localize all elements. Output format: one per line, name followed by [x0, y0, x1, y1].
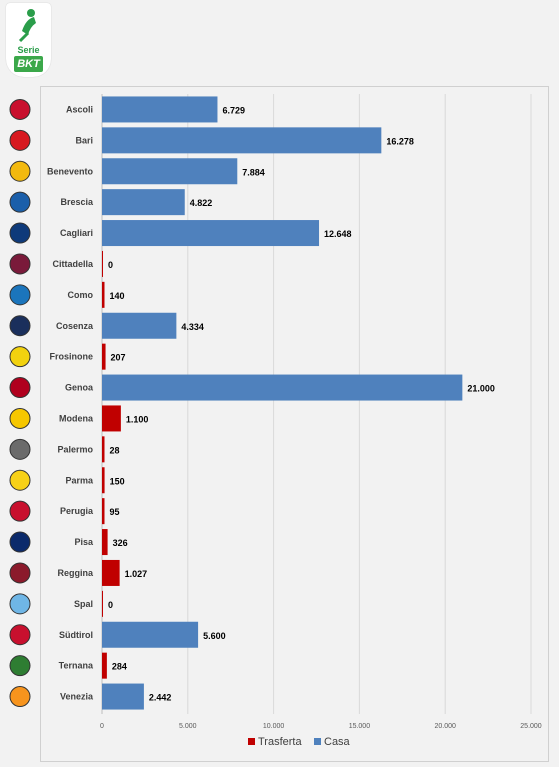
bar-trasferta [102, 467, 105, 494]
team-crest-icon [9, 160, 31, 182]
team-crest-icon [9, 593, 31, 615]
team-crest-icon [9, 469, 31, 491]
category-label: Südtirol [59, 630, 93, 640]
serie-bkt-logo: Serie BKT [6, 3, 51, 77]
category-label: Palermo [57, 444, 93, 454]
category-label: Spal [74, 599, 93, 609]
data-label: 2.442 [149, 693, 172, 703]
bar-casa [102, 312, 177, 339]
team-crest-icon [9, 346, 31, 368]
bar-trasferta [102, 498, 105, 525]
data-label: 326 [113, 538, 128, 548]
x-tick-label: 25.000 [520, 723, 542, 730]
team-crest-icon [9, 284, 31, 306]
bar-casa [102, 189, 185, 216]
data-label: 150 [110, 476, 125, 486]
team-crest-icon [9, 191, 31, 213]
bar-trasferta [102, 405, 121, 432]
data-label: 4.334 [181, 322, 204, 332]
team-crest-icon [9, 407, 31, 429]
x-tick-label: 5.000 [179, 723, 197, 730]
team-crest-icon [9, 377, 31, 399]
bar-trasferta [102, 652, 107, 679]
team-crest-icon [9, 655, 31, 677]
bar-casa [102, 374, 463, 401]
team-crest-icon [9, 686, 31, 708]
team-crest-icon [9, 129, 31, 151]
team-crest-icon [9, 624, 31, 646]
category-label: Cosenza [56, 321, 94, 331]
data-label: 5.600 [203, 631, 226, 641]
team-crest-icon [9, 562, 31, 584]
category-label: Reggina [57, 568, 93, 578]
category-label: Como [68, 290, 94, 300]
legend-label-casa: Casa [324, 736, 351, 748]
bar-casa [102, 683, 144, 710]
logo-serie-text: Serie [17, 45, 40, 55]
data-label: 28 [110, 445, 120, 455]
x-tick-label: 10.000 [263, 723, 285, 730]
team-crest-icon [9, 438, 31, 460]
legend-swatch-trasferta [248, 738, 255, 745]
data-label: 7.884 [242, 167, 265, 177]
category-label: Parma [65, 475, 94, 485]
bar-casa [102, 158, 238, 185]
data-label: 0 [108, 260, 113, 270]
bar-trasferta [102, 250, 103, 277]
category-label: Venezia [60, 692, 94, 702]
bar-casa [102, 621, 199, 648]
bar-casa [102, 220, 320, 247]
bar-trasferta [102, 559, 120, 586]
category-label: Frosinone [49, 352, 93, 362]
team-crest-icon [9, 98, 31, 120]
team-crest-icon [9, 222, 31, 244]
data-label: 95 [110, 507, 120, 517]
data-label: 4.822 [190, 198, 213, 208]
category-label: Pisa [74, 537, 94, 547]
bar-trasferta [102, 436, 105, 463]
category-label: Cittadella [52, 259, 94, 269]
category-label: Ternana [59, 661, 94, 671]
data-label: 207 [111, 353, 126, 363]
category-label: Brescia [60, 197, 94, 207]
legend-swatch-casa [314, 738, 321, 745]
bar-trasferta [102, 529, 108, 556]
category-label: Modena [59, 413, 94, 423]
bar-trasferta [102, 590, 103, 617]
bar-trasferta [102, 281, 105, 308]
x-tick-label: 0 [100, 723, 104, 730]
data-label: 0 [108, 600, 113, 610]
data-label: 1.100 [126, 414, 149, 424]
bar-casa [102, 96, 218, 123]
data-label: 16.278 [386, 136, 414, 146]
category-label: Bari [75, 135, 93, 145]
data-label: 284 [112, 662, 127, 672]
chart-frame [40, 86, 549, 762]
team-crest-icon [9, 253, 31, 275]
logo-bkt-text: BKT [14, 56, 43, 72]
logo-figure-icon [18, 9, 36, 43]
data-label: 6.729 [222, 105, 245, 115]
category-label: Ascoli [66, 104, 93, 114]
data-label: 21.000 [467, 384, 495, 394]
bar-casa [102, 127, 382, 154]
bar-trasferta [102, 343, 106, 370]
category-label: Perugia [60, 506, 94, 516]
category-label: Genoa [65, 383, 94, 393]
team-crest-icon [9, 315, 31, 337]
team-crest-icon [9, 500, 31, 522]
category-label: Benevento [47, 166, 94, 176]
legend-label-trasferta: Trasferta [258, 736, 302, 748]
team-crest-icon [9, 531, 31, 553]
data-label: 140 [110, 291, 125, 301]
data-label: 1.027 [125, 569, 148, 579]
x-tick-label: 15.000 [349, 723, 371, 730]
x-tick-label: 20.000 [434, 723, 456, 730]
data-label: 12.648 [324, 229, 352, 239]
category-label: Cagliari [60, 228, 93, 238]
